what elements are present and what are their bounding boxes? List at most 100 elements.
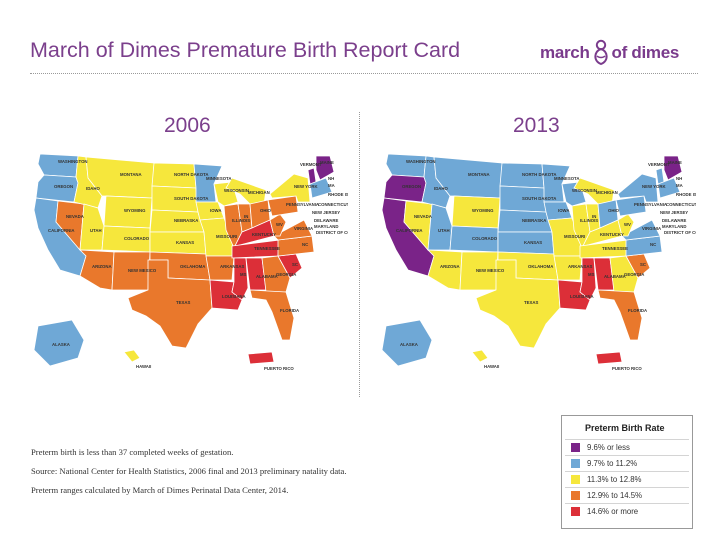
state-pr — [247, 351, 275, 365]
state-label-wy: WYOMING — [124, 208, 146, 213]
state-label-ne: NEBRASKA — [174, 218, 198, 223]
state-new_england — [657, 177, 681, 199]
state-vt — [307, 167, 317, 185]
state-label-tx: TEXAS — [524, 300, 538, 305]
state-label-ok: OKLAHOMA — [528, 264, 553, 269]
state-fl — [249, 289, 295, 341]
state-label-mo: MISSOURI — [216, 234, 237, 239]
state-label-ct: CONNECTICUT — [318, 202, 348, 207]
state-va — [621, 219, 661, 241]
state-ak — [33, 319, 85, 367]
state-label-ut: UTAH — [438, 228, 450, 233]
year-label-2006: 2006 — [164, 114, 211, 137]
state-label-ia: IOWA — [210, 208, 221, 213]
state-label-mt: MONTANA — [120, 172, 142, 177]
state-label-oh: OHIO — [608, 208, 620, 213]
state-label-nm: NEW MEXICO — [128, 268, 157, 273]
state-vt — [655, 167, 665, 185]
state-label-nh: NH — [328, 176, 334, 181]
state-label-pr: PUERTO RICO — [612, 366, 642, 371]
legend-item-purple: 9.6% or less — [565, 439, 689, 455]
state-label-md: MARYLAND — [314, 224, 338, 229]
state-label-va: VIRGINIA — [642, 226, 661, 231]
legend-item-red: 14.6% or more — [565, 503, 689, 519]
state-label-ak: ALASKA — [52, 342, 70, 347]
state-label-nh: NH — [676, 176, 682, 181]
center-divider — [359, 112, 360, 397]
state-label-id: IDAHO — [86, 186, 101, 191]
legend-title: Preterm Birth Rate — [585, 423, 665, 433]
state-label-mt: MONTANA — [468, 172, 490, 177]
state-label-nj: NEW JERSEY — [660, 210, 688, 215]
state-label-ga: GEORGIA — [276, 272, 296, 277]
legend-label: 9.7% to 11.2% — [587, 459, 638, 468]
state-me — [663, 155, 683, 181]
state-label-mn: MINNESOTA — [554, 176, 579, 181]
state-ga — [609, 255, 639, 293]
legend-swatch-purple — [571, 443, 580, 452]
legend-swatch-yellow — [571, 475, 580, 484]
legend-label: 12.9% to 14.5% — [587, 491, 643, 500]
state-label-va: VIRGINIA — [294, 226, 313, 231]
state-label-ne: NEBRASKA — [522, 218, 546, 223]
state-ga — [261, 255, 291, 293]
legend-item-yellow: 11.3% to 12.8% — [565, 471, 689, 487]
state-label-nj: NEW JERSEY — [312, 210, 340, 215]
state-hi — [471, 349, 489, 363]
state-label-nv: NEVADA — [414, 214, 432, 219]
state-label-ri: RHODE ISLAND — [676, 192, 696, 197]
state-label-ms: MS — [240, 272, 247, 277]
state-label-sc: SC — [640, 262, 646, 267]
us-map-2006: WASHINGTON OREGON CALIFORNIA NEVADA IDAHO MON… — [33, 153, 348, 371]
state-label-tx: TEXAS — [176, 300, 190, 305]
state-pa — [267, 195, 299, 217]
state-label-nd: NORTH DAKOTA — [522, 172, 557, 177]
state-label-mi: MICHIGAN — [596, 190, 618, 195]
state-label-hi: HAWAII — [136, 364, 151, 369]
state-label-ky: KENTUCKY — [600, 232, 624, 237]
state-new_england — [309, 177, 333, 199]
legend-item-blue: 9.7% to 11.2% — [565, 455, 689, 471]
state-label-ma: MA — [328, 183, 335, 188]
state-label-dc: DISTRICT OF COLUMBIA — [316, 230, 348, 235]
state-label-la: LOUISIANA — [222, 294, 246, 299]
state-label-nc: NC — [650, 242, 656, 247]
state-label-ma: MA — [676, 183, 683, 188]
state-label-nm: NEW MEXICO — [476, 268, 505, 273]
state-ar — [553, 255, 583, 281]
state-label-oh: OHIO — [260, 208, 272, 213]
state-label-wi: WISCONSIN — [572, 188, 597, 193]
state-label-ia: IOWA — [558, 208, 569, 213]
legend-swatch-red — [571, 507, 580, 516]
state-label-ny: NEW YORK — [294, 184, 318, 189]
state-ak — [381, 319, 433, 367]
state-label-vt: VERMONT — [300, 162, 322, 167]
state-tx — [475, 259, 561, 349]
state-label-sd: SOUTH DAKOTA — [522, 196, 556, 201]
state-label-az: ARIZONA — [92, 264, 112, 269]
state-ut — [427, 203, 453, 251]
footnote-ranges: Preterm ranges calculated by March of Di… — [31, 484, 289, 495]
march-of-dimes-logo[interactable]: march of dimes — [540, 38, 679, 68]
state-label-dc: DISTRICT OF COLUMBIA — [664, 230, 696, 235]
legend-swatch-orange — [571, 491, 580, 500]
footnote-definition: Preterm birth is less than 37 completed … — [31, 447, 234, 457]
state-label-al: ALABAMA — [604, 274, 626, 279]
state-label-ny: NEW YORK — [642, 184, 666, 189]
state-label-la: LOUISIANA — [570, 294, 594, 299]
state-pa — [615, 195, 647, 217]
state-label-ar: ARKANSAS — [220, 264, 244, 269]
state-fl — [597, 289, 643, 341]
state-label-ut: UTAH — [90, 228, 102, 233]
state-label-in: IN — [592, 214, 596, 219]
state-label-tn: TENNESSEE — [254, 246, 280, 251]
state-ut — [79, 203, 105, 251]
state-wa — [37, 153, 79, 178]
state-label-mi: MICHIGAN — [248, 190, 270, 195]
state-label-fl: FLORIDA — [280, 308, 299, 313]
state-label-wv: WV — [276, 222, 283, 227]
state-ar — [205, 255, 235, 281]
state-label-nc: NC — [302, 242, 308, 247]
state-label-hi: HAWAII — [484, 364, 499, 369]
state-label-wy: WYOMING — [472, 208, 494, 213]
